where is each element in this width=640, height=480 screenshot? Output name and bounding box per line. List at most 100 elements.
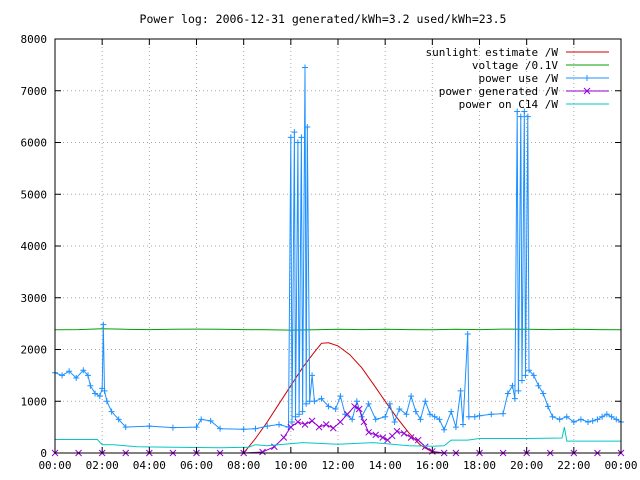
data-point <box>407 434 415 441</box>
data-point <box>103 398 110 405</box>
x-tick-label: 02:00 <box>86 459 119 472</box>
data-point <box>337 393 344 400</box>
chart-title: Power log: 2006-12-31 generated/kWh=3.2 … <box>140 12 507 26</box>
data-point <box>603 411 610 418</box>
series-layer <box>51 64 625 457</box>
data-point <box>524 113 531 120</box>
data-point <box>108 408 115 415</box>
data-point <box>308 417 316 425</box>
data-point <box>386 400 393 407</box>
data-point <box>452 424 459 431</box>
data-point <box>301 64 308 71</box>
legend-marker <box>584 75 590 81</box>
data-point <box>464 330 471 337</box>
x-tick-label: 12:00 <box>321 459 354 472</box>
data-point <box>92 390 99 397</box>
series-line <box>243 342 438 454</box>
y-tick-label: 3000 <box>21 292 48 305</box>
data-point <box>101 387 108 394</box>
data-point <box>193 424 200 431</box>
plot-frame <box>54 38 622 454</box>
data-point <box>500 410 507 417</box>
data-point <box>87 382 94 389</box>
data-point <box>59 372 66 379</box>
x-tick-label: 16:00 <box>416 459 449 472</box>
data-point <box>198 416 205 423</box>
data-point <box>540 390 547 397</box>
series-line <box>54 67 622 431</box>
data-point <box>289 418 296 425</box>
data-point <box>280 434 288 441</box>
y-tick-label: 4000 <box>21 240 48 253</box>
data-point <box>309 372 316 379</box>
data-point <box>412 408 419 415</box>
data-point <box>318 395 325 402</box>
legend-item-sunlight-estimate-w: sunlight estimate /W <box>426 46 609 59</box>
data-point <box>360 418 368 426</box>
data-point <box>301 421 309 428</box>
data-point <box>488 411 495 418</box>
data-point <box>276 421 283 428</box>
data-point <box>535 382 542 389</box>
data-point <box>298 134 305 141</box>
data-point <box>476 412 483 419</box>
series-sunlight-estimate-w <box>243 342 438 454</box>
data-point <box>287 423 295 431</box>
data-point <box>556 416 563 423</box>
data-point <box>408 393 415 400</box>
x-tick-label: 18:00 <box>463 459 496 472</box>
x-tick-label: 08:00 <box>227 459 260 472</box>
data-point <box>436 416 443 423</box>
y-tick-label: 1000 <box>21 395 48 408</box>
data-point <box>66 368 73 375</box>
data-point <box>322 421 330 428</box>
series-power-use-w <box>52 64 624 433</box>
data-point <box>382 413 389 420</box>
series-voltage-0-1v <box>54 328 622 331</box>
data-point <box>530 372 537 379</box>
data-point <box>517 113 524 120</box>
y-tick-label: 7000 <box>21 85 48 98</box>
data-point <box>294 418 302 426</box>
data-point <box>337 418 344 426</box>
data-point <box>372 431 380 439</box>
legend-item-power-generated-w: power generated /W <box>439 85 609 98</box>
x-tick-label: 06:00 <box>180 459 213 472</box>
data-point <box>355 405 363 413</box>
data-point <box>417 416 424 423</box>
data-point <box>515 387 522 394</box>
data-point <box>252 425 259 432</box>
data-point <box>303 400 310 407</box>
series-line <box>55 405 621 454</box>
data-point <box>325 403 332 410</box>
data-point <box>422 398 429 405</box>
data-point <box>509 382 516 389</box>
legend-label: voltage /0.1V <box>472 59 558 72</box>
data-point <box>332 406 339 413</box>
data-point <box>522 372 529 379</box>
data-point <box>608 413 615 420</box>
legend-item-power-on-c14-w: power on C14 /W <box>459 98 609 111</box>
data-point <box>311 398 318 405</box>
data-point <box>599 413 606 420</box>
data-point <box>372 416 379 423</box>
data-point <box>294 139 301 146</box>
legend-label: power use /W <box>479 72 559 85</box>
series-line <box>55 426 621 449</box>
data-point <box>518 377 525 384</box>
axes-layer: 0 1000 2000 3000 4000 5000 6000 7000 8000 00:00 02… <box>21 33 638 472</box>
data-point <box>403 411 410 418</box>
data-point <box>122 424 129 431</box>
data-point <box>400 429 408 437</box>
data-point <box>365 400 372 407</box>
y-tick-label: 0 <box>40 447 47 460</box>
data-point <box>459 421 466 428</box>
data-point <box>448 408 455 415</box>
data-point <box>421 443 429 451</box>
data-point <box>544 403 551 410</box>
data-point <box>80 367 87 374</box>
data-point <box>96 393 103 400</box>
data-point <box>393 427 401 435</box>
legend-item-voltage-0-1v: voltage /0.1V <box>472 59 609 72</box>
